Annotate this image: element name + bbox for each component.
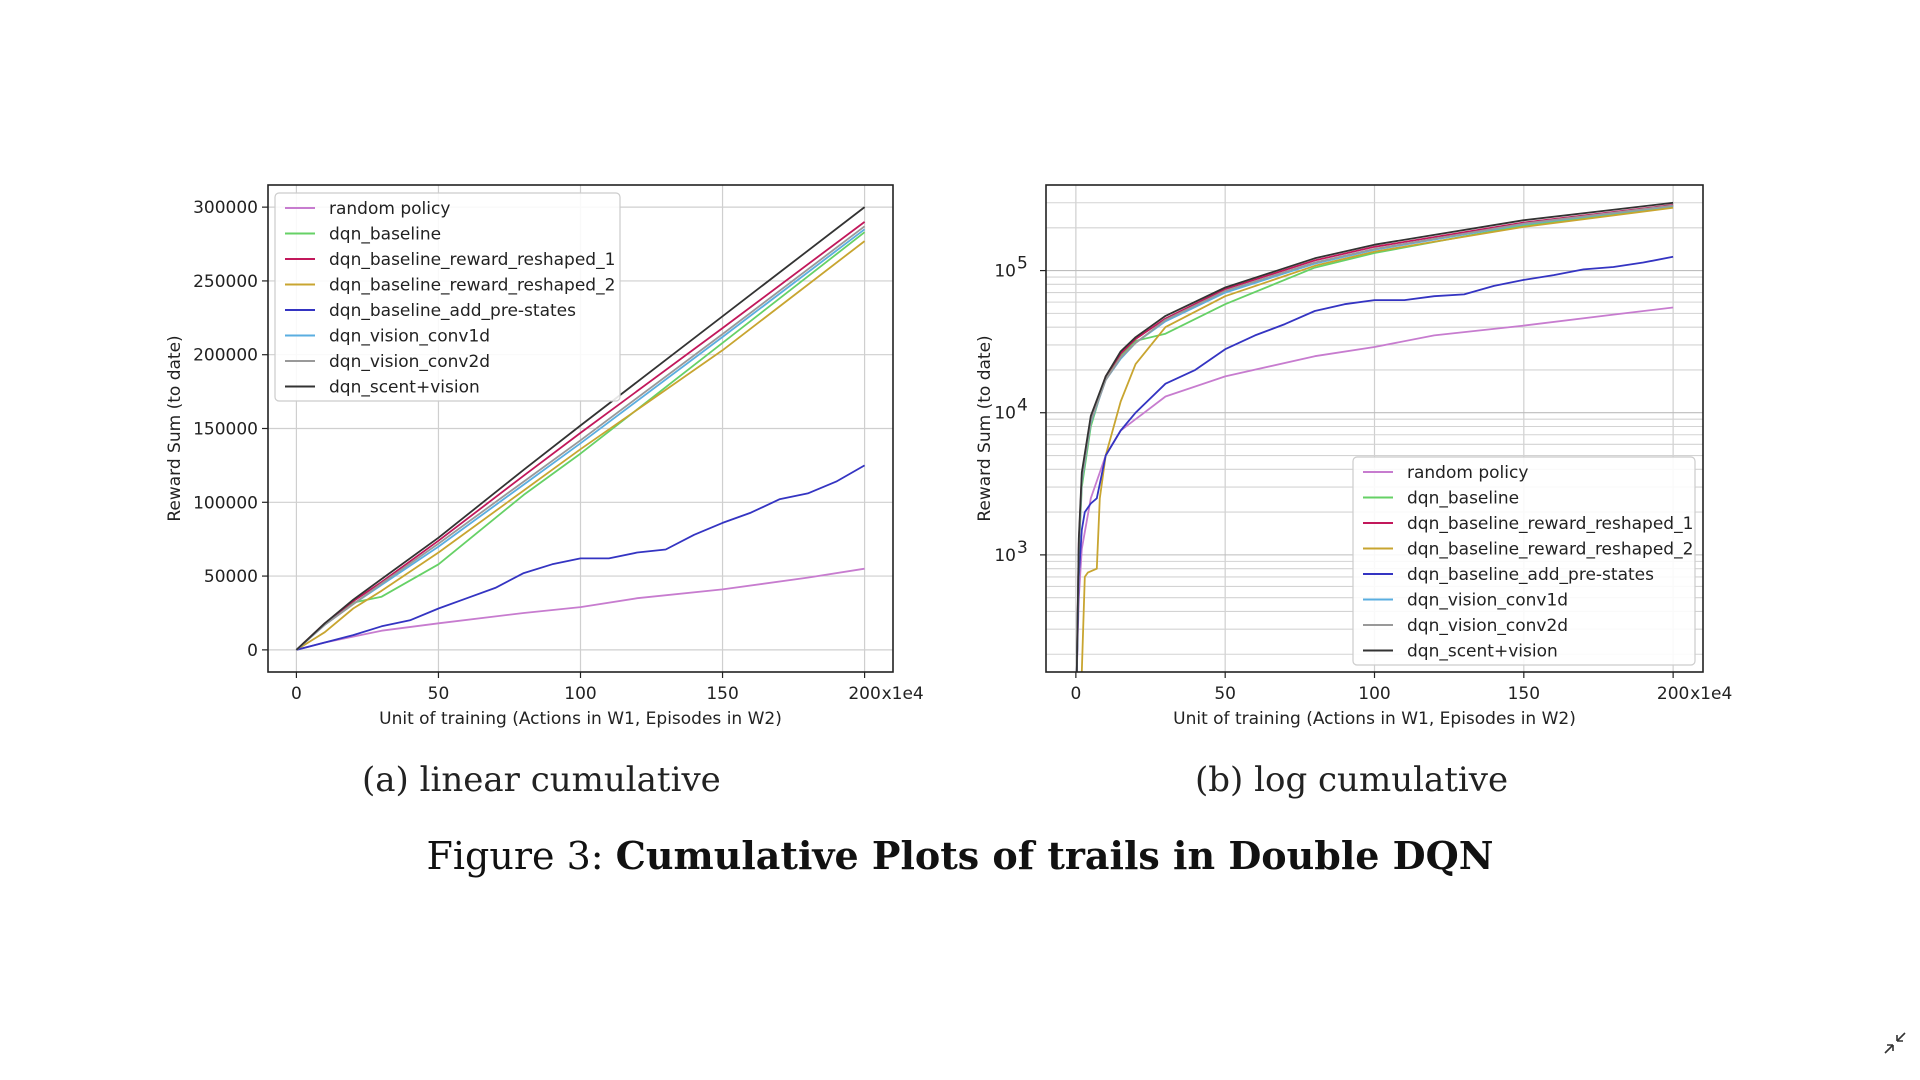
legend: random policy dqn_baseline dqn_baseline_re…: [274, 192, 621, 402]
y-tick-exponent: 5: [1017, 254, 1028, 274]
x-tick-label: 200: [1657, 684, 1689, 704]
series-lines: [295, 206, 866, 651]
y-tick-label: 10: [994, 546, 1016, 566]
x-tick-label: 100: [1358, 684, 1390, 704]
x-axis-label: Unit of training (Actions in W1, Episode…: [1173, 709, 1576, 729]
series-line-dqn-baseline-reward-reshaped-2: [1080, 206, 1674, 672]
series-line-random-policy: [296, 567, 865, 651]
series-line-random-policy: [1075, 306, 1674, 672]
figure-title-prefix: Figure 3:: [426, 834, 604, 878]
chart-linear-cumulative: 0 50 100 150 200 x1e4 0 50000 100000 150000 200000…: [165, 184, 924, 729]
legend-label-random-policy: random policy: [329, 199, 450, 219]
y-axis-label: Reward Sum (to date): [165, 335, 185, 521]
series-line-dqn-baseline-reward-reshaped-2: [295, 240, 866, 651]
x-tick-label: 200: [848, 684, 880, 704]
legend-box: [1352, 456, 1696, 666]
figure-title-text: Cumulative Plots of trails in Double DQN: [615, 833, 1494, 878]
legend-label-dqn-baseline-reward-reshaped-2: dqn_baseline_reward_reshaped_2: [1407, 540, 1693, 560]
x-tick-label: 0: [1070, 684, 1081, 704]
x-axis-label: Unit of training (Actions in W1, Episode…: [379, 709, 782, 729]
y-tick-exponent: 4: [1017, 396, 1028, 416]
legend-label-dqn-vision-conv1d: dqn_vision_conv1d: [1407, 591, 1568, 611]
series-line-dqn-scent-vision: [1075, 201, 1674, 672]
y-tick-label: 10: [994, 404, 1016, 424]
y-tick-label: 10: [994, 262, 1016, 282]
x-tick-label: 100: [564, 684, 596, 704]
legend-label-dqn-baseline: dqn_baseline: [329, 225, 441, 245]
x-unit-label: x1e4: [1690, 684, 1732, 704]
legend-label-dqn-scent-vision: dqn_scent+vision: [329, 378, 480, 398]
series-line-dqn-baseline-add-pre-states: [296, 464, 866, 651]
figure-title: Figure 3: Cumulative Plots of trails in …: [0, 833, 1920, 878]
y-tick-label: 100000: [193, 493, 258, 513]
legend-label-dqn-baseline-reward-reshaped-1: dqn_baseline_reward_reshaped_1: [1407, 514, 1693, 534]
x-ticks: 0 50 100 150 200 x1e4: [291, 672, 924, 704]
x-tick-label: 50: [1214, 684, 1236, 704]
y-tick-label: 200000: [193, 346, 258, 366]
y-tick-label: 150000: [193, 420, 258, 440]
x-unit-label: x1e4: [882, 684, 924, 704]
x-tick-label: 150: [706, 684, 738, 704]
exit-fullscreen-icon[interactable]: [1882, 1030, 1908, 1056]
x-tick-label: 150: [1508, 684, 1540, 704]
legend-label-random-policy: random policy: [1407, 463, 1528, 483]
series-line-dqn-baseline-add-pre-states: [1075, 255, 1674, 672]
y-tick-label: 50000: [204, 567, 258, 587]
legend-label-dqn-baseline-add-pre-states: dqn_baseline_add_pre-states: [1407, 565, 1654, 585]
y-axis-label: Reward Sum (to date): [975, 335, 995, 521]
caption-linear-cumulative: (a) linear cumulative: [362, 760, 721, 800]
legend-label-dqn-vision-conv1d: dqn_vision_conv1d: [329, 327, 490, 347]
y-tick-label: 300000: [193, 198, 258, 218]
caption-log-cumulative: (b) log cumulative: [1195, 760, 1509, 800]
legend: random policy dqn_baseline dqn_baseline_re…: [1352, 456, 1696, 666]
legend-label-dqn-baseline: dqn_baseline: [1407, 489, 1519, 509]
legend-label-dqn-scent-vision: dqn_scent+vision: [1407, 642, 1558, 662]
series-line-dqn-vision-conv2d: [295, 225, 866, 651]
y-tick-label: 0: [247, 641, 258, 661]
x-tick-label: 0: [291, 684, 302, 704]
legend-label-dqn-vision-conv2d: dqn_vision_conv2d: [1407, 616, 1568, 636]
y-tick-exponent: 3: [1017, 538, 1028, 558]
series-line-dqn-scent-vision: [295, 206, 866, 651]
legend-label-dqn-baseline-reward-reshaped-2: dqn_baseline_reward_reshaped_2: [329, 276, 615, 296]
x-tick-label: 50: [428, 684, 450, 704]
legend-label-dqn-vision-conv2d: dqn_vision_conv2d: [329, 352, 490, 372]
series-lines: [1075, 201, 1674, 672]
y-ticks: 0 50000 100000 150000 200000 250000 300000: [193, 198, 268, 661]
legend-label-dqn-baseline-reward-reshaped-1: dqn_baseline_reward_reshaped_1: [329, 250, 615, 270]
y-tick-label: 250000: [193, 272, 258, 292]
x-ticks: 0 50 100 150 200 x1e4: [1070, 672, 1732, 704]
legend-label-dqn-baseline-add-pre-states: dqn_baseline_add_pre-states: [329, 301, 576, 321]
legend-box: [274, 192, 621, 402]
